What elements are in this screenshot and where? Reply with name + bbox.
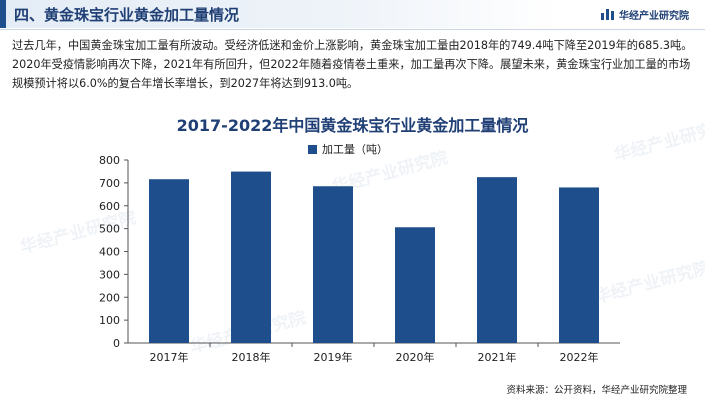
x-tick-label: 2022年: [560, 350, 599, 364]
brand-logo-icon: [601, 9, 614, 20]
brand: 华经产业研究院: [601, 7, 689, 22]
x-tick-label: 2021年: [478, 350, 517, 364]
bar: [231, 171, 271, 343]
y-tick-label: 200: [99, 291, 120, 304]
description-paragraph: 过去几年，中国黄金珠宝加工量有所波动。受经济低迷和金价上涨影响，黄金珠宝加工量由…: [12, 39, 693, 90]
chart-legend: 加工量（吨）: [308, 141, 388, 157]
bar: [395, 227, 435, 343]
bar: [149, 179, 189, 343]
legend-label: 加工量（吨）: [322, 143, 388, 156]
x-tick-label: 2018年: [232, 350, 271, 364]
y-tick-label: 100: [99, 314, 120, 327]
header-band: [0, 0, 560, 28]
header-divider: [0, 29, 705, 30]
legend-swatch: [308, 144, 317, 154]
bar: [477, 177, 517, 343]
chart-title: 2017-2022年中国黄金珠宝行业黄金加工量情况: [176, 116, 529, 135]
x-tick-label: 2017年: [150, 350, 189, 364]
bar: [559, 187, 599, 343]
y-tick-label: 800: [99, 154, 120, 167]
x-tick-label: 2019年: [314, 350, 353, 364]
source-note: 资料来源：公开资料，华经产业研究院整理: [506, 385, 687, 396]
y-tick-label: 300: [99, 268, 120, 281]
x-tick-label: 2020年: [396, 350, 435, 364]
y-tick-label: 700: [99, 177, 120, 190]
y-tick-label: 600: [99, 200, 120, 213]
page-title: 四、黄金珠宝行业黄金加工量情况: [14, 6, 240, 24]
page-header: 四、黄金珠宝行业黄金加工量情况 华经产业研究院: [0, 0, 705, 30]
y-tick-label: 500: [99, 223, 120, 236]
header-accent: [0, 0, 6, 28]
y-tick-label: 0: [113, 337, 120, 350]
bar: [313, 186, 353, 343]
y-tick-label: 400: [99, 246, 120, 259]
brand-name: 华经产业研究院: [619, 11, 689, 22]
